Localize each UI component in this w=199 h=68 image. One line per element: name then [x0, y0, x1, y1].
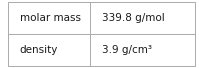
- Text: 339.8 g/mol: 339.8 g/mol: [101, 13, 164, 23]
- Text: density: density: [20, 45, 58, 55]
- Text: 3.9 g/cm³: 3.9 g/cm³: [101, 45, 152, 55]
- FancyBboxPatch shape: [8, 2, 195, 66]
- Text: molar mass: molar mass: [20, 13, 81, 23]
